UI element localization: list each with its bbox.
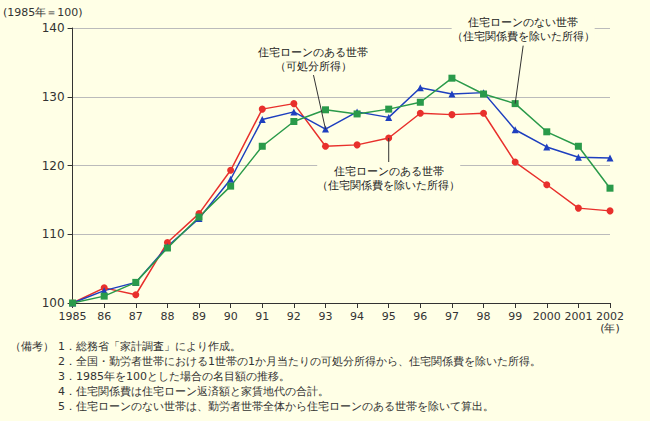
svg-text:（住宅関係費を除いた所得）: （住宅関係費を除いた所得） [317,179,460,192]
svg-text:2000: 2000 [533,310,561,323]
svg-text:3．1985年を100とした場合の名目額の推移。: 3．1985年を100とした場合の名目額の推移。 [58,370,290,383]
svg-text:93: 93 [318,310,332,323]
svg-text:1985: 1985 [59,310,87,323]
svg-text:5．住宅ローンのない世帯は、勤労者世帯全体から住宅ローンのあ: 5．住宅ローンのない世帯は、勤労者世帯全体から住宅ローンのある世帯を除いて算出。 [58,400,494,413]
svg-text:89: 89 [192,310,206,323]
svg-text:1．総務省「家計調査」により作成。: 1．総務省「家計調査」により作成。 [58,340,241,353]
svg-text:86: 86 [97,310,111,323]
svg-text:住宅ローンのある世帯: 住宅ローンのある世帯 [258,46,368,59]
svg-text:130: 130 [42,90,65,104]
svg-text:4．住宅関係費は住宅ローン返済額と家賃地代の合計。: 4．住宅関係費は住宅ローン返済額と家賃地代の合計。 [58,385,329,398]
svg-text:住宅ローンのある世帯: 住宅ローンのある世帯 [334,165,444,178]
svg-text:(1985年＝100): (1985年＝100) [3,6,83,19]
svg-text:2．全国・勤労者世帯における1世帯の1か月当たりの可処分所得: 2．全国・勤労者世帯における1世帯の1か月当たりの可処分所得から、住宅関係費を除… [58,355,541,368]
svg-text:（備考）: （備考） [10,340,54,353]
svg-text:住宅ローンのない世帯: 住宅ローンのない世帯 [468,16,578,29]
svg-text:100: 100 [42,296,65,310]
svg-text:2002: 2002 [596,310,624,323]
svg-text:94: 94 [350,310,364,323]
svg-text:88: 88 [160,310,174,323]
svg-text:2001: 2001 [564,310,592,323]
svg-text:97: 97 [445,310,459,323]
svg-text:91: 91 [255,310,269,323]
svg-text:110: 110 [42,227,65,241]
svg-text:87: 87 [129,310,143,323]
svg-text:98: 98 [477,310,491,323]
svg-text:120: 120 [42,159,65,173]
svg-text:99: 99 [508,310,522,323]
svg-text:92: 92 [287,310,301,323]
svg-text:90: 90 [224,310,238,323]
svg-text:（可処分所得）: （可処分所得） [275,60,352,73]
svg-text:(年): (年) [600,322,620,335]
svg-text:96: 96 [413,310,427,323]
svg-text:95: 95 [382,310,396,323]
svg-text:140: 140 [42,21,65,35]
svg-text:（住宅関係費を除いた所得）: （住宅関係費を除いた所得） [452,30,595,43]
